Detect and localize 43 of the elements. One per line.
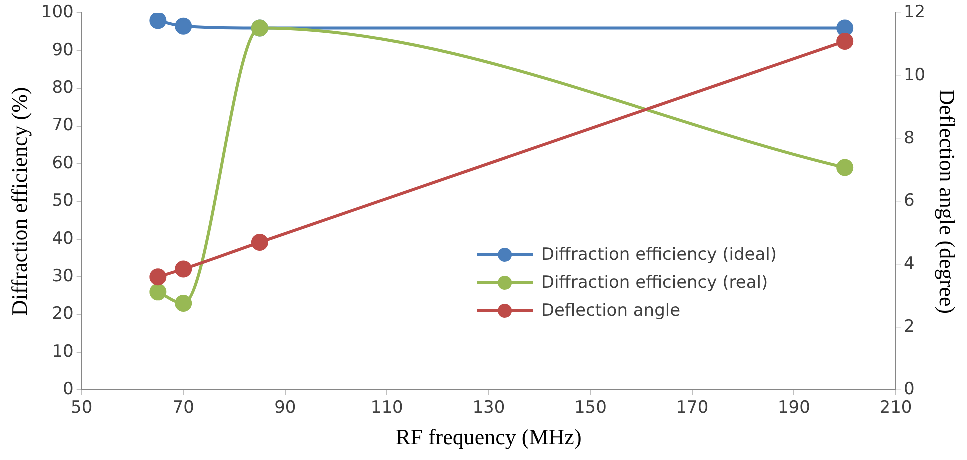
y-axis-title: Diffraction efficiency (%)	[6, 87, 32, 316]
y2-tick-label: 12	[904, 2, 926, 23]
y2-tick-label: 8	[904, 128, 915, 148]
x-axis-title: RF frequency (MHz)	[396, 424, 582, 450]
y-tick-label: 30	[52, 266, 74, 287]
y2-axis-title: Deflection angle (degree)	[935, 89, 960, 314]
y2-tick-label: 0	[904, 380, 915, 400]
x-tick-label: 50	[71, 398, 93, 418]
point	[175, 260, 192, 278]
point	[150, 268, 167, 286]
point	[150, 284, 167, 301]
y2-tick-label: 10	[904, 65, 926, 86]
y2-tick-label: 6	[904, 191, 915, 212]
y-tick-label: 80	[52, 78, 74, 98]
point	[175, 294, 192, 312]
y-tick-label: 60	[52, 153, 74, 174]
x-tick-label: 90	[274, 398, 296, 418]
x-tick-label: 150	[574, 398, 607, 418]
point	[175, 18, 192, 35]
x-tick-label: 190	[778, 398, 810, 418]
x-tick-label: 130	[472, 398, 506, 418]
x-tick-label: 210	[880, 398, 912, 418]
y-tick-label: 20	[52, 304, 74, 324]
point	[836, 159, 854, 176]
point	[836, 32, 854, 50]
legend-label: Diffraction efficiency (real)	[541, 273, 768, 293]
y-tick-label: 100	[41, 2, 74, 23]
x-tick-label: 70	[172, 398, 194, 418]
point	[150, 13, 167, 30]
legend-label: Diffraction efficiency (ideal)	[541, 245, 777, 265]
y-tick-label: 90	[52, 40, 74, 60]
y2-tick-label: 4	[904, 254, 915, 274]
legend-label: Deflection angle	[541, 301, 681, 321]
point	[836, 20, 854, 37]
x-tick-label: 110	[370, 398, 404, 418]
y-tick-label: 40	[52, 228, 74, 249]
x-tick-label: 170	[676, 398, 709, 418]
y-tick-label: 70	[52, 116, 74, 136]
point	[251, 234, 268, 252]
y2-tick-label: 2	[904, 316, 915, 337]
y-tick-label: 50	[52, 191, 74, 212]
y-tick-label: 0	[63, 380, 74, 400]
y-tick-label: 10	[52, 342, 74, 362]
